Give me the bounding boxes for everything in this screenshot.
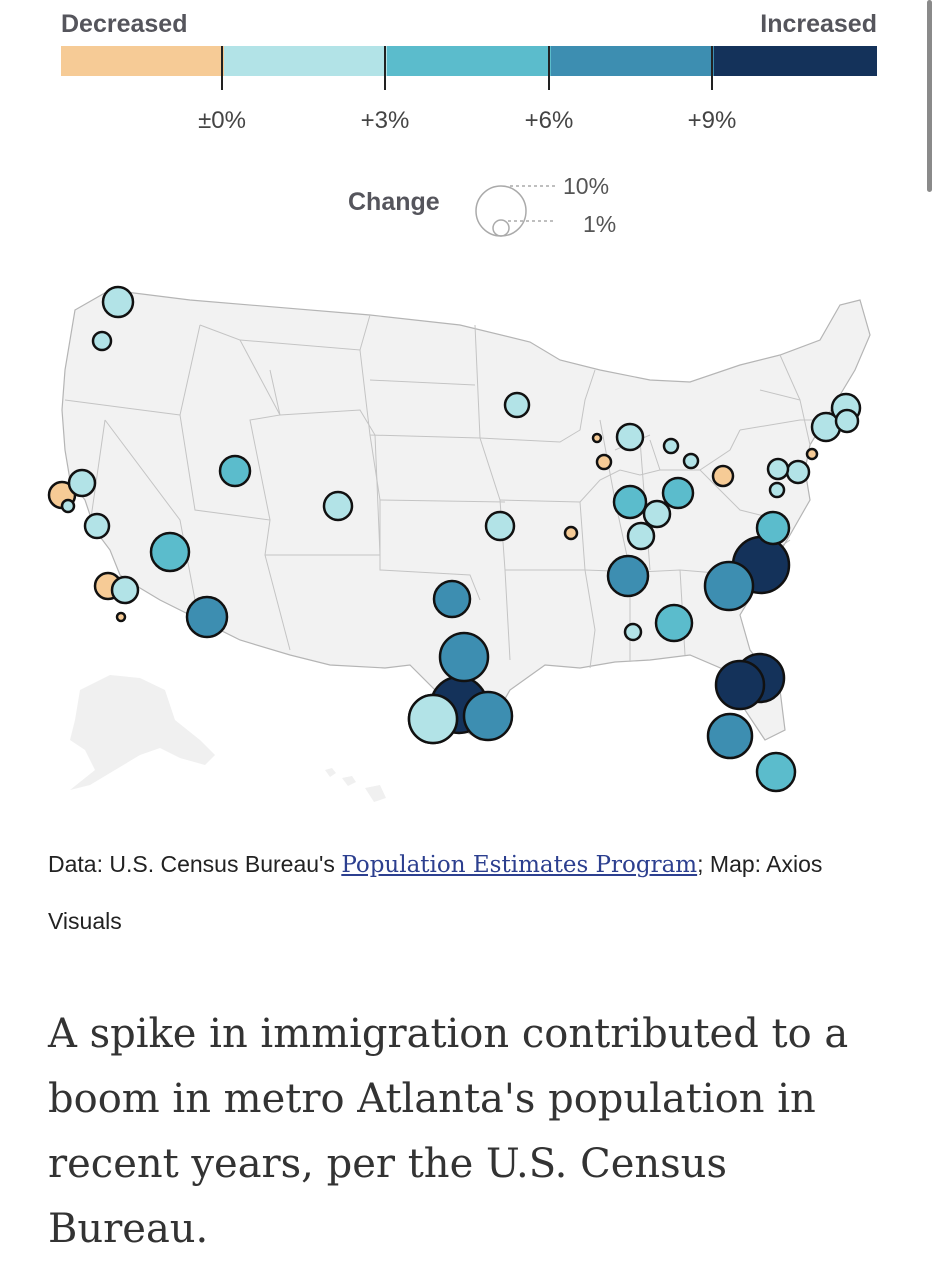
metro-circle [149, 531, 191, 573]
metro-circle [462, 690, 514, 742]
metro-circle [654, 603, 694, 643]
scrollbar-thumb[interactable] [927, 0, 932, 192]
metro-circle [432, 579, 472, 619]
metro-circle [661, 476, 695, 510]
metro-circle [60, 498, 76, 514]
state-borders [64, 314, 825, 669]
metro-circle [703, 560, 755, 612]
legend-tick-mark [548, 46, 550, 90]
source-prefix: Data: U.S. Census Bureau's [48, 851, 342, 877]
metro-circle [606, 554, 650, 598]
metro-circle [623, 622, 643, 642]
metro-circle [706, 712, 754, 760]
metro-circle [185, 595, 229, 639]
metro-circle [322, 490, 354, 522]
metro-circle [755, 510, 791, 546]
metro-circle [591, 432, 603, 444]
metro-circle [662, 437, 680, 455]
legend-swatch-decrease [61, 46, 225, 76]
metro-circle [595, 453, 613, 471]
legend-swatch-6-9 [550, 46, 714, 76]
metro-circle [642, 499, 672, 529]
metro-circle [563, 525, 579, 541]
legend-color-bar [61, 46, 878, 76]
legend-decreased-label: Decreased [61, 10, 188, 38]
alaska-shape [70, 675, 215, 790]
legend-swatch-9-plus [713, 46, 878, 76]
legend-swatch-0-3 [224, 46, 388, 76]
legend-tick-label: +3% [360, 107, 410, 134]
metro-circle [805, 447, 819, 461]
legend-swatch-3-6 [387, 46, 551, 76]
metro-circle [484, 510, 516, 542]
legend-tick-mark [711, 46, 713, 90]
metro-circle [218, 454, 252, 488]
size-legend-large-label: 10% [563, 173, 610, 199]
legend-tick-mark [221, 46, 223, 90]
metro-circle [714, 659, 766, 711]
article-lead-paragraph: A spike in immigration contributed to a … [48, 1011, 849, 1252]
metro-circles-layer [47, 285, 862, 793]
metro-circle [110, 575, 140, 605]
metro-circle [612, 484, 648, 520]
population-estimates-program-link[interactable]: Population Estimates Program [341, 852, 698, 878]
metro-circle [785, 459, 811, 485]
metro-circle [626, 521, 656, 551]
size-legend-small-circle [492, 219, 510, 237]
metro-circle [682, 452, 700, 470]
legend-increased-label: Increased [760, 10, 877, 38]
source-suffix: ; Map: Axios Visuals [48, 851, 823, 934]
legend-tick-mark [384, 46, 386, 90]
metro-circle [67, 468, 97, 498]
metro-circle [755, 751, 797, 793]
metro-circle [615, 422, 645, 452]
size-legend-large-circle [475, 185, 527, 237]
metro-circle [711, 464, 735, 488]
hawaii-shape [325, 768, 386, 802]
size-legend-title: Change [348, 188, 440, 216]
size-legend-circles [475, 185, 555, 237]
scrollbar[interactable] [922, 0, 934, 195]
legend-tick-label: ±0% [198, 107, 246, 134]
metro-circle [115, 611, 127, 623]
metro-circle [438, 631, 490, 683]
metro-circle [834, 408, 860, 434]
metro-circle [766, 457, 790, 481]
legend-tick-label: +9% [687, 107, 737, 134]
metro-circle [503, 391, 531, 419]
metro-circle [83, 512, 111, 540]
color-legend: Decreased Increased ±0% +3% +6% +9% Chan… [0, 0, 939, 250]
us-map [40, 270, 900, 810]
legend-tick-label: +6% [524, 107, 574, 134]
metro-circle [101, 285, 135, 319]
size-legend-small-label: 1% [583, 211, 617, 237]
source-note: Data: U.S. Census Bureau's Population Es… [48, 836, 898, 949]
metro-circle [91, 330, 113, 352]
metro-circle [768, 481, 786, 499]
metro-circle [407, 693, 459, 745]
